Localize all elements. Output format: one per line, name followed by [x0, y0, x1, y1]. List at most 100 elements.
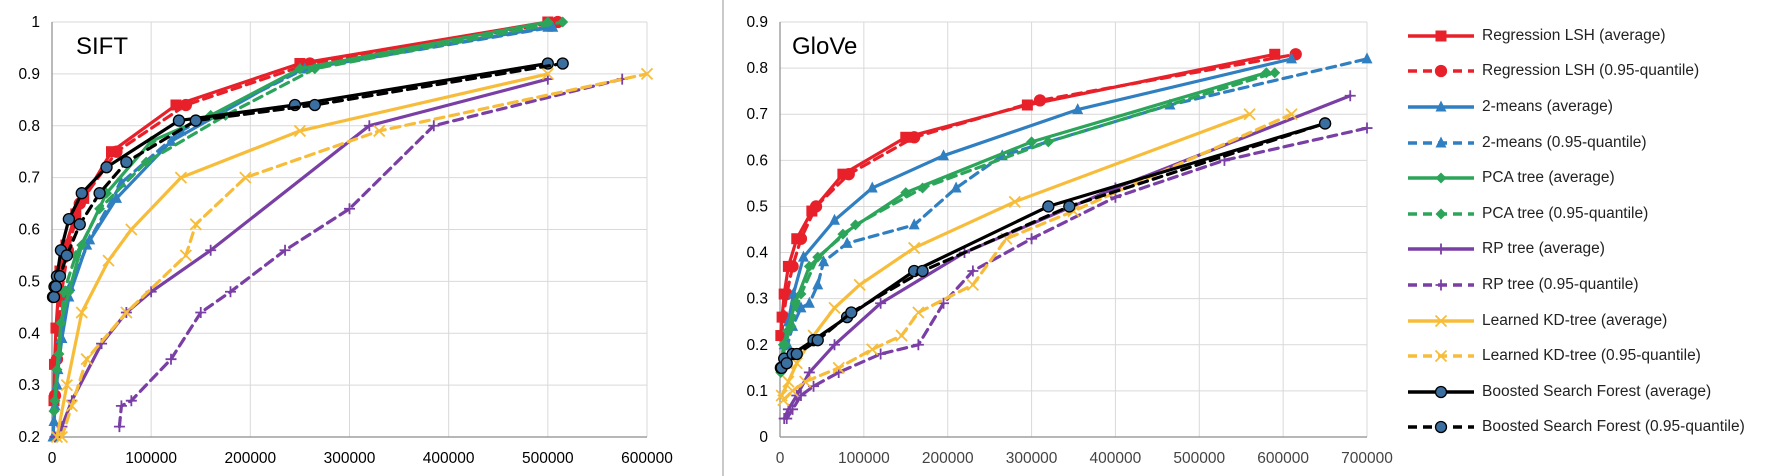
- sift-data-point: [547, 20, 559, 32]
- legend-swatch: [1408, 243, 1474, 255]
- glove-data-point: [780, 357, 793, 370]
- legend-marker-x: [1434, 314, 1448, 327]
- glove-x-tick-label: 300000: [1006, 450, 1058, 467]
- sift-data-point: [556, 57, 569, 70]
- legend-marker-diamond: [1435, 208, 1447, 220]
- sift-data-point: [55, 430, 69, 444]
- glove-data-point: [809, 200, 823, 213]
- sift-data-point: [48, 414, 60, 426]
- sift-series-boosted-search-forest-0-95-quantile: [47, 57, 569, 304]
- legend-marker-triangle: [1435, 100, 1447, 112]
- glove-data-point: [787, 287, 799, 299]
- legend-marker-circle: [1434, 421, 1448, 434]
- sift-series-2-means-average: [47, 20, 554, 442]
- sift-x-tick-label: 400000: [423, 450, 475, 467]
- legend-swatch: [1408, 208, 1474, 220]
- glove-data-point: [1033, 94, 1047, 107]
- glove-data-point: [912, 306, 925, 319]
- glove-data-point: [1026, 136, 1038, 148]
- legend-label: Boosted Search Forest (average): [1482, 382, 1712, 400]
- sift-x-tick-label: 300000: [324, 450, 376, 467]
- sift-y-tick-label: 0.4: [18, 325, 40, 342]
- sift-series-rp-tree-0-95-quantile: [113, 73, 628, 433]
- legend-label: Regression LSH (average): [1482, 26, 1666, 44]
- glove-series-learned-kd-tree-0-95-quantile: [777, 108, 1298, 407]
- glove-data-point: [1063, 200, 1076, 213]
- glove-series-line: [779, 52, 1277, 338]
- glove-x-tick-label: 400000: [1090, 450, 1142, 467]
- sift-x-tick-label: 100000: [125, 450, 177, 467]
- legend-swatch: [1408, 279, 1474, 291]
- sift-data-point: [75, 306, 88, 319]
- sift-data-point: [53, 270, 67, 283]
- legend-label: Boosted Search Forest (0.95-quantile): [1482, 418, 1745, 436]
- glove-data-point: [803, 366, 815, 378]
- sift-data-point: [557, 16, 569, 28]
- sift-data-point: [49, 280, 63, 293]
- legend-item-2-means-0-95-quantile: 2-means (0.95-quantile): [1406, 125, 1756, 161]
- sift-data-point: [70, 249, 82, 261]
- sift-data-point: [110, 191, 122, 203]
- legend-item-pca-tree-0-95-quantile: PCA tree (0.95-quantile): [1406, 196, 1756, 232]
- glove-data-point: [781, 413, 793, 425]
- glove-data-point: [795, 288, 807, 300]
- legend-marker-circle: [1434, 385, 1448, 398]
- sift-data-point: [50, 430, 64, 444]
- legend-swatch: [1408, 100, 1474, 112]
- sift-data-point: [47, 290, 61, 304]
- sift-y-tick-label: 0.5: [18, 273, 40, 290]
- glove-data-point: [1026, 233, 1038, 245]
- sift-series-learned-kd-tree-average: [50, 67, 554, 444]
- sift-data-point: [48, 405, 60, 417]
- legend-label: 2-means (average): [1482, 97, 1613, 115]
- glove-data-point: [779, 339, 791, 351]
- glove-y-tick-label: 0.5: [746, 198, 768, 215]
- glove-y-tick-label: 0.9: [746, 14, 768, 31]
- sift-series-line: [55, 72, 550, 439]
- sift-series-line: [52, 20, 550, 413]
- glove-data-point: [795, 301, 807, 313]
- legend-item-pca-tree-average: PCA tree (average): [1406, 160, 1756, 196]
- sift-series-2-means-0-95-quantile: [48, 20, 559, 426]
- sift-data-point: [100, 161, 113, 174]
- glove-data-point: [917, 182, 929, 194]
- glove-data-point: [1243, 108, 1256, 121]
- glove-data-point: [786, 260, 799, 273]
- sift-series-line: [53, 20, 565, 403]
- legend-item-boosted-search-forest-average: Boosted Search Forest (average): [1406, 374, 1756, 410]
- sift-y-tick-label: 0.8: [18, 118, 40, 135]
- sift-data-point: [294, 63, 306, 75]
- glove-data-point: [866, 343, 879, 356]
- glove-y-tick-label: 0.8: [746, 60, 768, 77]
- glove-data-point: [1344, 90, 1356, 102]
- glove-data-point: [849, 219, 861, 231]
- glove-chart-title: GloVe: [792, 33, 857, 60]
- legend-swatch: [1408, 136, 1474, 148]
- sift-data-point: [120, 155, 133, 169]
- glove-y-tick-label: 0.7: [746, 106, 768, 123]
- glove-series-line: [780, 112, 1252, 398]
- sift-data-point: [120, 306, 133, 319]
- sift-x-tick-label: 500000: [522, 450, 574, 467]
- glove-series-line: [785, 126, 1369, 421]
- glove-data-point: [1269, 67, 1281, 79]
- legend-label: RP tree (0.95-quantile): [1482, 275, 1639, 293]
- sift-data-point: [49, 431, 61, 443]
- sift-x-tick-label: 200000: [224, 450, 276, 467]
- glove-data-point: [797, 250, 809, 262]
- glove-data-point: [832, 361, 845, 374]
- sift-data-point: [308, 98, 321, 112]
- legend: Regression LSH (average) Regression LSH (…: [1406, 18, 1756, 445]
- sift-data-point: [239, 171, 252, 184]
- glove-data-point: [950, 181, 962, 193]
- sift-data-point: [309, 63, 321, 75]
- sift-data-point: [189, 114, 202, 127]
- glove-data-point: [799, 375, 812, 388]
- glove-series-line: [780, 71, 1277, 370]
- sift-data-point: [165, 353, 177, 365]
- sift-data-point: [225, 286, 236, 298]
- sift-data-point: [50, 322, 62, 334]
- sift-data-point: [640, 67, 654, 81]
- glove-data-point: [1269, 48, 1281, 60]
